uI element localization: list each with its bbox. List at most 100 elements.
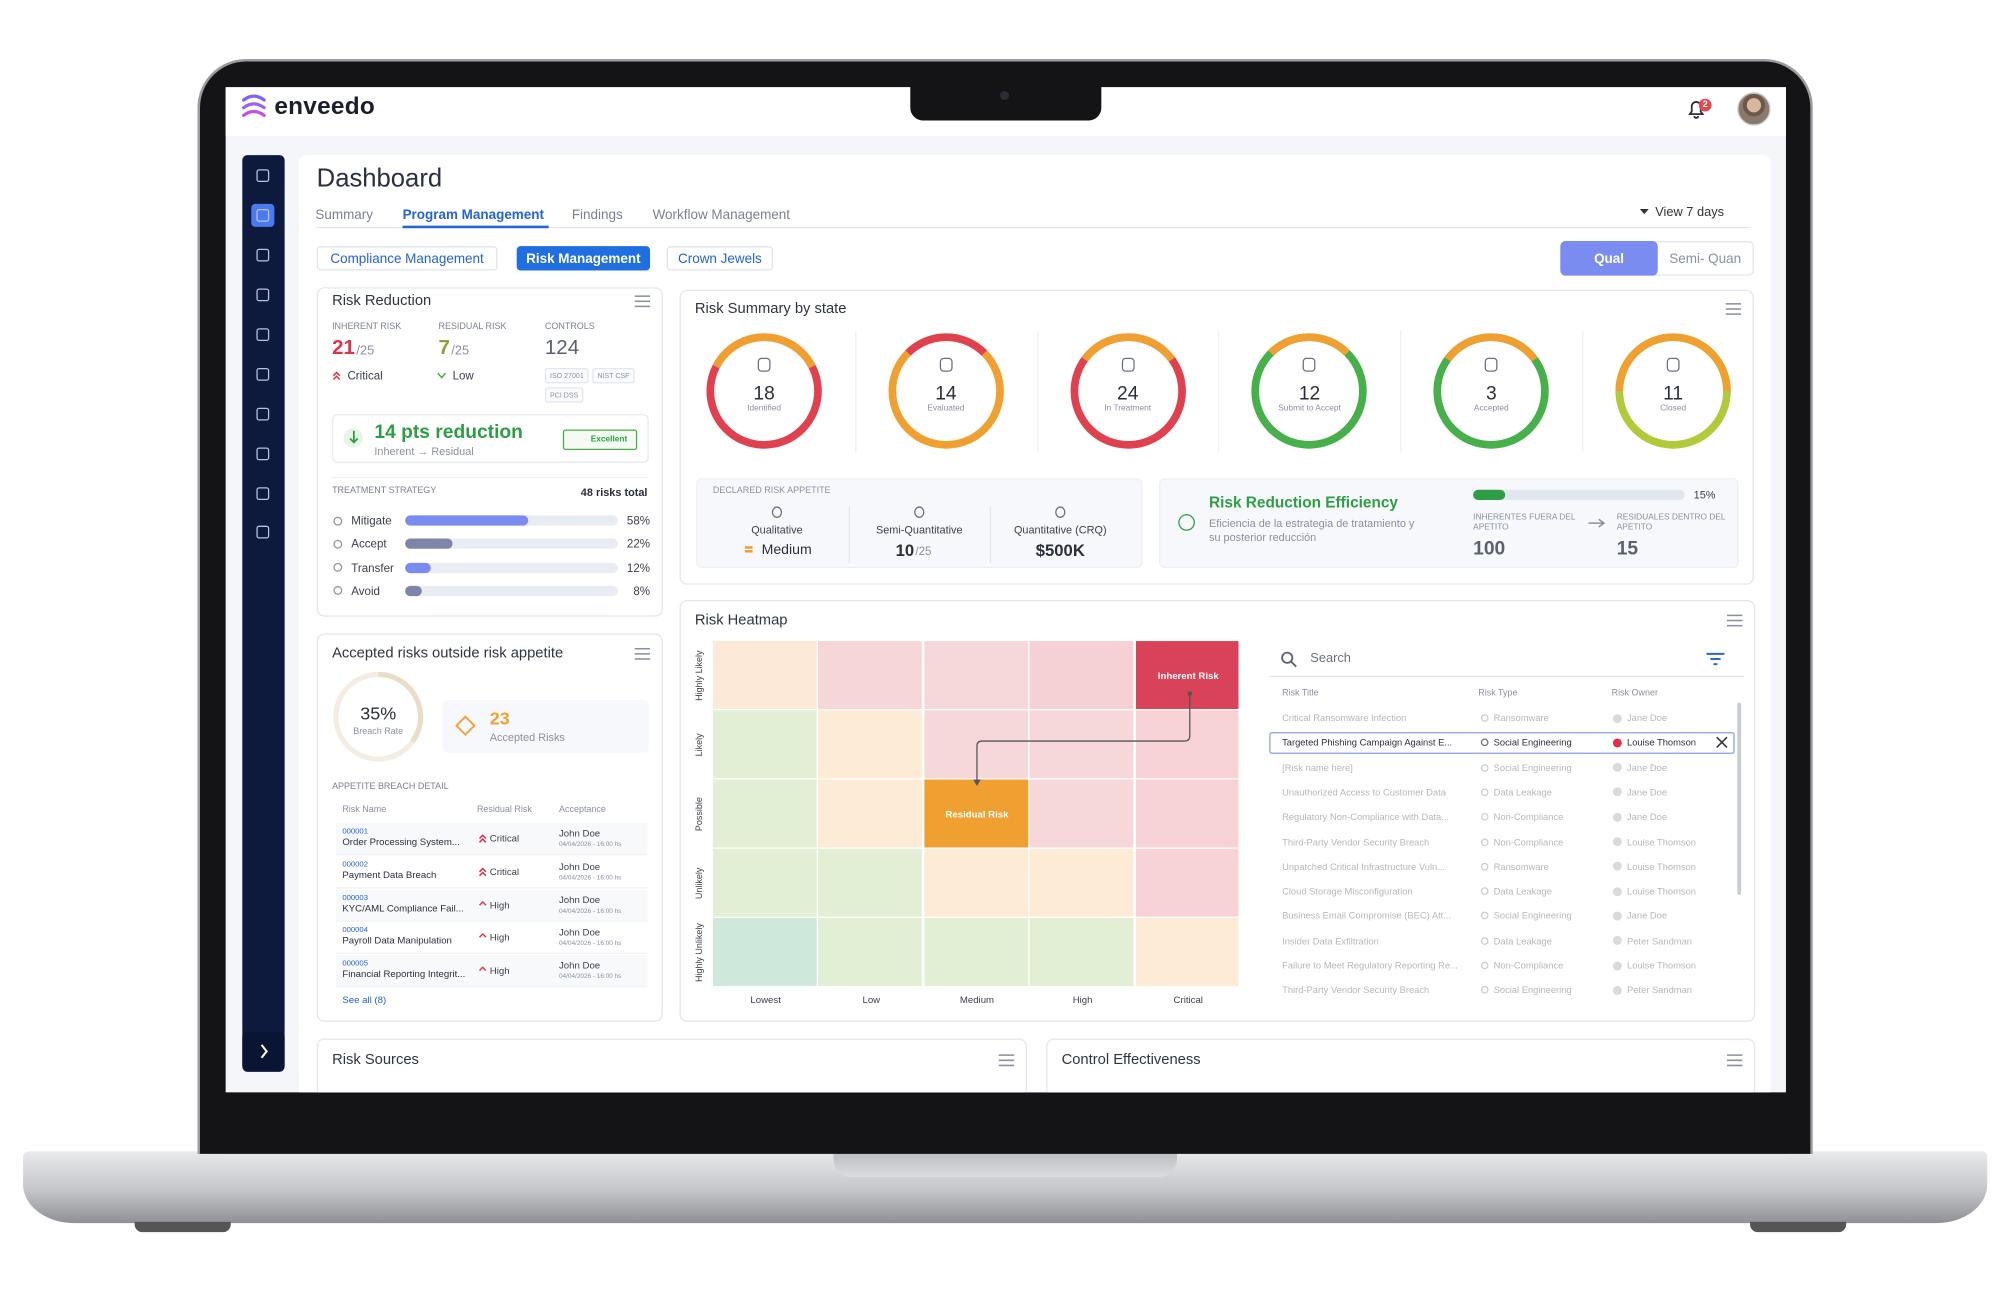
risk-title[interactable]: Unauthorized Access to Customer Data [1282, 786, 1446, 798]
state-divider [1582, 330, 1584, 453]
subtab-button[interactable] [516, 246, 651, 271]
risk-type: Data Leakage [1493, 934, 1552, 947]
mode-active[interactable] [1560, 241, 1658, 276]
state-label: Evaluated [927, 403, 965, 413]
risk-title[interactable]: Business Email Compromise (BEC) Att... [1282, 910, 1452, 922]
subtab-label[interactable]: Risk Management [526, 250, 641, 267]
heatmap-cell [1029, 641, 1134, 709]
risk-owner: Peter Sandman [1626, 984, 1693, 996]
subtab-label[interactable]: Compliance Management [330, 250, 484, 267]
risk-title[interactable]: Cloud Storage Misconfiguration [1282, 885, 1413, 897]
state-divider [1400, 330, 1402, 453]
risk-owner: Louise Thomson [1626, 835, 1696, 848]
risk-title[interactable]: Regulatory Non-Compliance with Data... [1282, 811, 1450, 823]
sidebar-icon[interactable] [256, 407, 270, 421]
risk-title[interactable]: Critical Ransomware Infection [1282, 712, 1407, 724]
risk-id: 000002 [342, 861, 369, 870]
sidebar-icon[interactable] [256, 208, 270, 222]
risk-name: Order Processing System... [342, 835, 460, 848]
search-box[interactable] [1269, 644, 1744, 677]
framework-tag: NIST CSF [592, 367, 635, 384]
risk-title[interactable]: Unpatched Critical Infrastructure Vuln..… [1282, 860, 1446, 873]
heatmap-cell [818, 641, 923, 709]
level-icon [478, 834, 487, 843]
mode-option[interactable]: Qual [1594, 251, 1624, 267]
risk-type: Social Engineering [1493, 761, 1572, 774]
table-row [335, 922, 648, 955]
mode-option[interactable]: Semi- Quan [1669, 251, 1742, 267]
impact-label: Lowest [750, 994, 781, 1006]
menu-icon [998, 1054, 1015, 1067]
bar-fill [405, 538, 452, 550]
state-icon [939, 357, 953, 372]
chevron-icon [260, 1044, 268, 1059]
accepted-label: Accepted Risks [489, 730, 565, 744]
scale: /25 [451, 344, 470, 359]
risk-id: 000004 [342, 927, 369, 936]
risk-owner: Louise Thomson [1626, 885, 1696, 897]
sidebar [242, 155, 285, 1072]
chevron [478, 834, 487, 840]
risk-owner: Jane Doe [1626, 712, 1668, 724]
appetite-name: Semi-Quantitative [875, 523, 963, 536]
selected-row[interactable] [1269, 732, 1735, 755]
tab[interactable]: Workflow Management [652, 207, 791, 224]
column-header: Risk Type [1478, 689, 1518, 699]
owner-avatar [1612, 738, 1622, 748]
strategy-total: 48 risks total [580, 485, 648, 499]
sidebar-icon[interactable] [256, 367, 270, 381]
see-all-link[interactable]: See all (8) [342, 994, 387, 1006]
risk-type: Data Leakage [1493, 786, 1552, 798]
sidebar-icon[interactable] [256, 487, 270, 501]
tab[interactable]: Findings [571, 207, 623, 224]
risk-owner: Louise Thomson [1626, 736, 1696, 749]
level: Low [452, 369, 474, 383]
lens [1281, 651, 1294, 664]
state-count: 24 [1117, 382, 1139, 405]
subtab-label[interactable]: Crown Jewels [678, 250, 762, 267]
owner-avatar [1612, 911, 1622, 921]
controls-value: 124 [544, 337, 580, 359]
sidebar-icon[interactable] [256, 525, 270, 539]
risk-title[interactable]: Third-Party Vendor Security Breach [1282, 835, 1430, 848]
tab[interactable]: Program Management [402, 207, 544, 224]
connector-line [976, 694, 1191, 783]
state-ring [1615, 333, 1731, 449]
divider [332, 476, 649, 479]
date: 04/04/2026 - 16:00 hs [558, 907, 622, 915]
risk-title[interactable]: Targeted Phishing Campaign Against E... [1282, 736, 1453, 749]
owner: John Doe [558, 959, 601, 972]
risk-title[interactable]: Third-Party Vendor Security Breach [1282, 984, 1430, 996]
avatar[interactable] [1737, 92, 1771, 126]
type-icon [1480, 714, 1489, 722]
subtab-button[interactable] [666, 246, 774, 271]
risk-owner: Jane Doe [1626, 786, 1668, 798]
appetite-divider [848, 506, 851, 563]
residual-level: Critical [489, 832, 520, 845]
logo-stroke [241, 102, 266, 110]
sidebar-icon[interactable] [256, 328, 270, 342]
owner-avatar [1612, 837, 1622, 847]
sidebar-toggle[interactable] [242, 1032, 285, 1071]
card-title: Control Effectiveness [1061, 1052, 1201, 1068]
risk-title[interactable]: Failure to Meet Regulatory Reporting Re.… [1282, 959, 1458, 972]
sidebar-icon[interactable] [256, 248, 270, 262]
sidebar-icon[interactable] [256, 169, 270, 183]
heatmap-cell [1135, 848, 1240, 917]
search-placeholder: Search [1310, 651, 1351, 667]
progress-track [1473, 489, 1685, 501]
state-label: Identified [747, 403, 782, 413]
risk-title[interactable]: [Risk name here] [1282, 761, 1353, 774]
state-divider [1218, 330, 1220, 453]
level-icon [478, 966, 487, 972]
subtab-button[interactable] [316, 246, 498, 271]
sidebar-icon[interactable] [256, 288, 270, 302]
risk-title[interactable]: Insider Data Exfiltration [1282, 934, 1379, 947]
bar-track [405, 538, 618, 550]
sidebar-icon[interactable] [256, 447, 270, 461]
logo-stroke [241, 109, 266, 117]
arrowhead [973, 779, 981, 786]
tab[interactable]: Summary [315, 207, 374, 224]
period-select[interactable]: View 7 days [1655, 205, 1725, 220]
